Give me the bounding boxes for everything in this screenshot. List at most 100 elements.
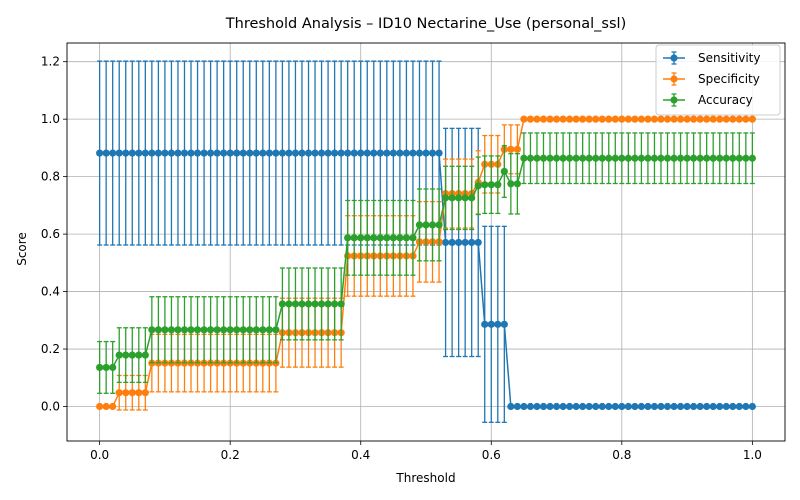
data-point [624,402,632,411]
data-point [128,351,136,359]
data-point [566,115,574,123]
data-point [370,234,378,242]
data-point [696,115,704,123]
data-point [566,154,574,162]
data-point [122,149,130,157]
data-point [396,149,404,157]
data-point [102,402,110,411]
data-point [650,154,659,162]
data-point [533,402,541,411]
data-point [546,154,554,162]
data-point [441,194,450,202]
data-point [448,238,456,247]
data-point [539,115,548,123]
data-point [455,238,463,247]
data-point [272,149,280,157]
x-axis-label: Threshold [395,471,455,485]
data-point [428,221,437,229]
data-point [180,326,189,334]
data-point [598,115,606,123]
data-point [696,154,704,162]
data-point [657,154,665,162]
data-point [709,154,717,162]
data-point [611,115,619,123]
data-point [422,221,430,229]
data-point [598,402,606,411]
legend-label: Specificity [698,72,760,86]
data-point [716,115,724,123]
y-axis-label: Score [15,232,29,266]
data-point [748,115,756,123]
data-point [592,115,600,123]
data-point [526,402,535,411]
data-point [259,149,267,157]
data-point [611,402,619,411]
data-point [135,389,143,397]
data-point [513,145,521,153]
data-point [631,154,639,162]
y-tick-label: 0.8 [41,170,60,184]
data-point [246,149,254,157]
x-tick-label: 0.0 [90,448,109,462]
data-point [657,115,665,123]
data-point [363,234,371,242]
data-point [448,194,456,202]
data-point [546,115,554,123]
data-point [631,402,639,411]
data-point [187,326,195,334]
data-point [324,149,332,157]
x-tick-label: 0.6 [482,448,501,462]
series-sensitivity [96,60,756,423]
data-point [422,149,430,157]
data-point [174,149,182,157]
data-point [729,154,737,162]
data-point [135,149,143,157]
data-point [298,300,306,308]
legend-marker [670,75,678,83]
data-point [154,149,162,157]
data-point [670,154,678,162]
data-point [481,320,489,328]
data-point [135,351,143,359]
data-point [389,234,397,242]
data-point [370,149,378,157]
data-point [683,115,691,123]
data-point [748,402,756,411]
data-point [128,389,136,397]
data-point [128,149,136,157]
data-point [337,149,345,157]
data-point [141,149,149,157]
ticks-layer: 0.0 0.2 0.4 0.6 0.8 1.0 0.0 0.2 0.4 0.6 0.8 1.0 1.2 [41,55,762,462]
data-point [474,238,482,247]
data-point [331,300,339,308]
y-tick-label: 0.6 [41,227,60,241]
data-point [559,402,567,411]
data-point [618,115,626,123]
series-accuracy [96,132,756,394]
data-point [500,167,508,176]
data-point [566,402,574,411]
data-point [631,115,639,123]
y-tick-label: 0.0 [41,400,60,414]
data-point [507,180,515,188]
y-tick-label: 1.0 [41,112,60,126]
data-point [605,402,613,411]
data-point [663,402,672,411]
data-point [742,115,750,123]
data-point [409,234,417,242]
y-tick-label: 0.2 [41,342,60,356]
data-point [298,149,306,157]
data-point [520,402,528,411]
data-point [592,154,600,162]
data-point [722,154,730,162]
data-point [513,180,521,188]
legend-box [655,44,781,116]
data-point [572,402,580,411]
data-point [383,149,391,157]
data-point [96,149,104,157]
data-point [220,149,228,157]
data-point [148,326,156,334]
data-point [193,149,202,157]
data-point [624,154,632,162]
data-point [585,402,593,411]
